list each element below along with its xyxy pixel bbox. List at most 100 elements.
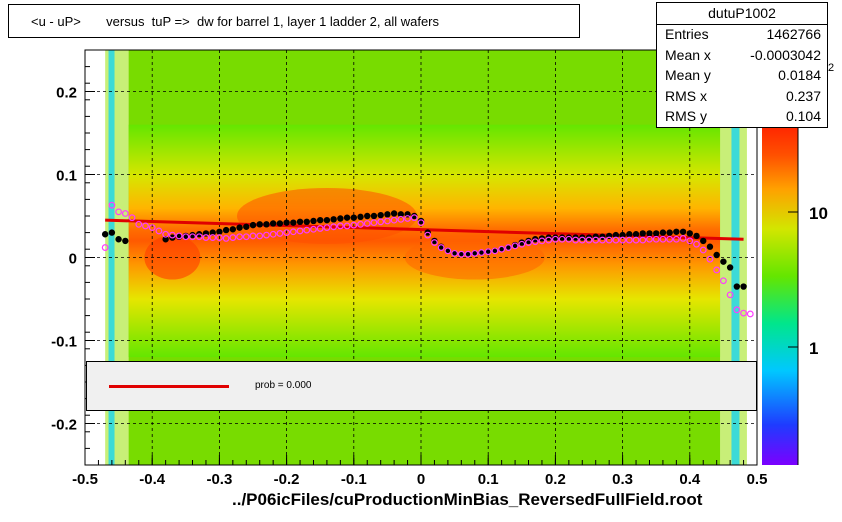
data-point-filled — [505, 244, 512, 251]
data-point-filled — [263, 221, 270, 228]
data-point-open — [417, 219, 425, 227]
density-hotspot-left — [236, 188, 417, 244]
data-point-open — [525, 239, 532, 246]
x-tick-label: -0.5 — [72, 471, 98, 488]
data-point-filled — [303, 218, 310, 226]
data-point-open — [209, 234, 217, 241]
data-point-open — [612, 236, 620, 244]
data-point-filled — [431, 237, 438, 245]
y-tick-label: -0.1 — [51, 334, 77, 351]
data-point-open — [531, 238, 539, 246]
data-point-open — [101, 244, 109, 251]
stats-row: Mean y 0.0184 — [665, 67, 821, 87]
data-point-open — [168, 231, 176, 239]
stats-row: Mean x -0.0003042 — [665, 47, 821, 67]
data-point-open — [283, 229, 291, 237]
x-tick-label: 0.1 — [478, 471, 499, 488]
density-hotspot-edge — [144, 235, 201, 280]
data-point-open — [740, 309, 747, 317]
data-point-open — [303, 226, 311, 234]
data-point-filled — [565, 234, 573, 241]
data-point-filled — [464, 250, 472, 258]
series-group — [101, 201, 754, 318]
fit-probability-label: prob = 0.000 — [255, 380, 312, 391]
data-point-filled — [558, 234, 566, 241]
data-point-open — [484, 248, 492, 256]
data-point-filled — [726, 264, 734, 271]
data-point-filled — [229, 226, 237, 233]
data-point-open — [390, 216, 398, 224]
stats-row: RMS x 0.237 — [665, 88, 821, 108]
data-point-filled — [343, 214, 351, 221]
data-point-filled — [639, 230, 646, 237]
data-point-filled — [706, 243, 714, 250]
data-point-open — [115, 208, 122, 216]
data-point-filled — [632, 231, 640, 238]
data-point-open — [726, 291, 734, 299]
y-tick-label: 0 — [69, 251, 77, 268]
data-point-open — [592, 236, 600, 244]
data-point-open — [370, 219, 378, 227]
data-point-filled — [498, 246, 505, 253]
data-point-filled — [337, 215, 344, 222]
stats-row: RMS y 0.104 — [665, 108, 821, 128]
data-point-filled — [350, 214, 357, 221]
x-tick-label: -0.3 — [206, 471, 232, 488]
x-tick-label: -0.4 — [139, 471, 166, 488]
x-tick-label: 0.4 — [679, 471, 701, 488]
data-point-open — [511, 242, 519, 250]
fit-legend-pane: prob = 0.000 — [86, 361, 757, 411]
data-point-filled — [323, 216, 331, 224]
data-point-filled — [236, 224, 243, 231]
data-point-filled — [451, 250, 458, 257]
data-point-filled — [700, 237, 707, 245]
data-point-filled — [673, 228, 680, 235]
data-point-filled — [659, 229, 667, 236]
data-point-open — [672, 235, 680, 243]
data-point-open — [679, 235, 687, 242]
data-point-open — [545, 236, 553, 244]
data-point-filled — [243, 223, 250, 230]
data-point-open — [135, 220, 143, 228]
colorbar-exponent: 2 — [828, 62, 835, 74]
data-point-open — [706, 255, 714, 263]
data-point-filled — [115, 236, 122, 243]
data-point-filled — [612, 231, 620, 239]
data-point-filled — [216, 228, 223, 235]
data-point-open — [504, 244, 512, 251]
data-point-filled — [296, 218, 304, 226]
data-point-open — [471, 249, 479, 257]
colorbar — [762, 128, 798, 465]
data-point-open — [189, 233, 196, 241]
data-point-filled — [471, 250, 478, 257]
data-point-filled — [485, 248, 492, 255]
data-point-open — [652, 235, 660, 243]
data-point-filled — [693, 232, 700, 240]
data-point-filled — [249, 221, 257, 229]
data-point-open — [175, 232, 183, 240]
data-point-open — [605, 236, 613, 244]
data-point-open — [565, 235, 573, 243]
x-tick-label: -0.1 — [341, 471, 367, 488]
data-point-filled — [101, 231, 109, 238]
data-point-filled — [310, 217, 317, 225]
data-point-filled — [162, 236, 169, 243]
data-point-open — [256, 232, 264, 240]
data-point-filled — [189, 231, 196, 239]
data-point-filled — [222, 226, 230, 234]
data-point-filled — [666, 229, 673, 236]
data-point-filled — [679, 228, 687, 235]
data-point-open — [632, 236, 640, 244]
data-point-open — [498, 245, 506, 253]
data-point-open — [108, 201, 116, 209]
stats-key: Mean x — [665, 47, 711, 63]
data-point-open — [558, 235, 566, 243]
y-tick-label: -0.2 — [51, 417, 77, 434]
stats-value: 0.104 — [785, 108, 821, 124]
data-point-filled — [491, 247, 499, 255]
data-point-open — [491, 247, 499, 255]
data-point-filled — [458, 250, 465, 258]
x-tick-label: 0.3 — [612, 471, 633, 488]
